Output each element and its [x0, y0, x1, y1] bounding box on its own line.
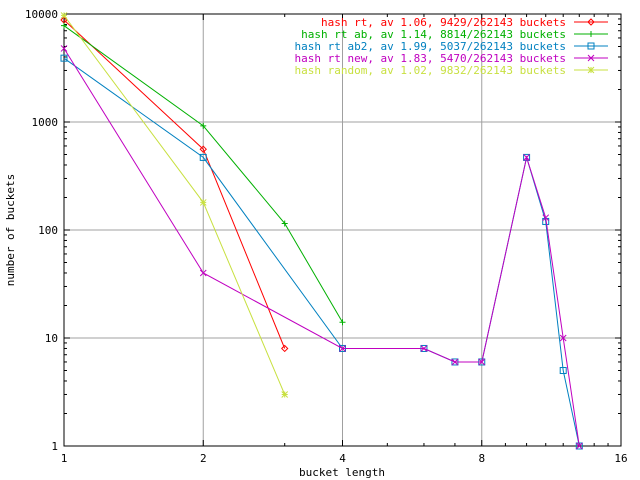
legend-label: hash rt ab, av 1.14, 8814/262143 buckets	[301, 28, 566, 41]
x-tick-label: 16	[614, 452, 627, 465]
data-point	[559, 367, 567, 375]
y-axis-label: number of buckets	[4, 174, 17, 287]
data-point	[280, 344, 289, 353]
data-point	[420, 345, 428, 352]
y-tick-label: 1	[51, 440, 58, 453]
series-4	[60, 45, 583, 450]
series-5	[60, 12, 289, 398]
x-axis-label: bucket length	[299, 466, 385, 479]
legend-label: hash rt ab2, av 1.99, 5037/262143 bucket…	[294, 40, 566, 53]
legend-label: hash random, av 1.02, 9832/262143 bucket…	[294, 64, 566, 77]
x-tick-label: 4	[339, 452, 346, 465]
series-line	[63, 25, 343, 323]
data-point	[60, 45, 68, 52]
data-point	[575, 442, 583, 450]
data-point	[542, 214, 550, 222]
y-tick-label: 10	[45, 332, 58, 345]
data-point	[339, 345, 346, 352]
legend: hash rt, av 1.06, 9429/262143 bucketshas…	[294, 16, 608, 77]
y-tick-label: 10000	[25, 8, 58, 21]
data-point	[523, 153, 531, 161]
x-tick-label: 2	[200, 452, 207, 465]
legend-label: hash rt, av 1.06, 9429/262143 buckets	[321, 16, 566, 29]
series-2	[61, 22, 346, 326]
legend-marker	[587, 18, 595, 26]
series-1	[60, 16, 289, 353]
data-point	[523, 154, 530, 161]
grid-lines	[64, 14, 621, 446]
data-point	[61, 22, 67, 29]
axis-ticks: 1 2 4 8 16 1 10 100 1000 10000	[25, 8, 628, 465]
series-line	[63, 48, 580, 447]
series-layer	[60, 12, 583, 450]
x-tick-label: 8	[478, 452, 485, 465]
data-point	[199, 269, 207, 277]
data-point	[199, 199, 207, 206]
data-point	[200, 122, 207, 129]
y-tick-label: 100	[38, 224, 58, 237]
x-tick-label: 1	[61, 452, 68, 465]
data-point	[559, 334, 567, 342]
legend-label: hash rt new, av 1.83, 5470/262143 bucket…	[294, 52, 566, 65]
data-point	[199, 153, 207, 161]
legend-marker	[588, 31, 594, 37]
data-point	[451, 358, 459, 366]
legend-marker	[587, 66, 595, 74]
y-tick-label: 1000	[32, 116, 59, 129]
data-point	[60, 12, 68, 19]
legend-marker	[587, 54, 595, 62]
data-point	[281, 391, 289, 398]
series-line	[63, 19, 286, 349]
legend-marker	[587, 42, 595, 50]
data-point	[478, 358, 486, 366]
data-point	[339, 319, 346, 326]
data-point	[199, 145, 207, 153]
data-point	[281, 220, 288, 227]
data-point	[60, 54, 68, 62]
